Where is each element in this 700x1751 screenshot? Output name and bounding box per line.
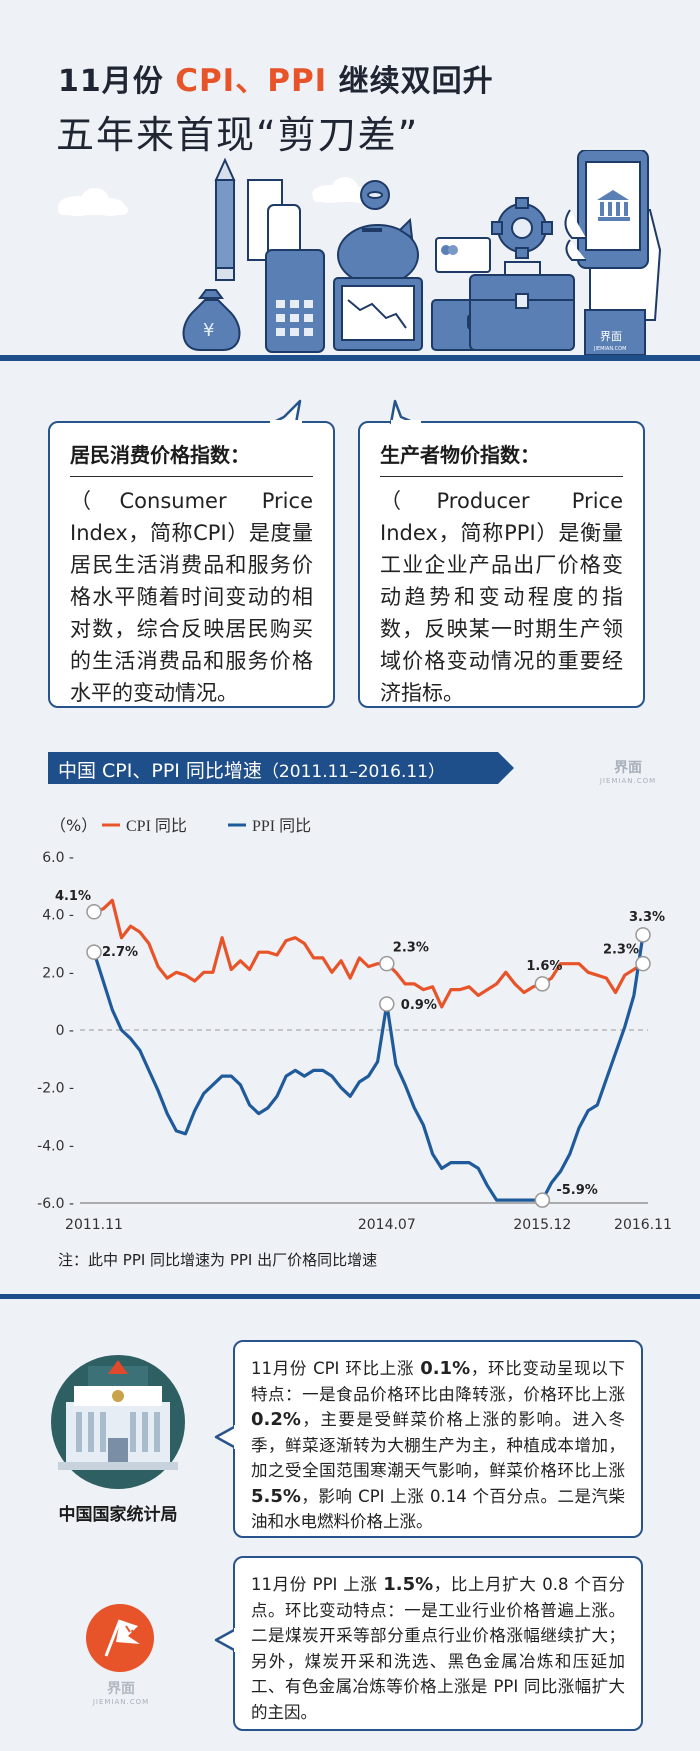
header-divider <box>0 355 700 361</box>
annotated-point-marker <box>635 927 651 943</box>
annotation-label: 2.3% <box>393 941 429 956</box>
rising-flag-icon <box>86 1604 154 1672</box>
agency-name: 中国国家统计局 <box>58 1505 178 1525</box>
legend-cpi-label: CPI 同比 <box>126 817 187 835</box>
headline-ppi: PPI <box>267 63 328 99</box>
statistics-bureau-building-icon <box>51 1355 185 1489</box>
annotation-label: -5.9% <box>556 1183 597 1198</box>
ppi-definition-text: （Producer Price Index，简称PPI）是衡量工业企业产品出厂价… <box>380 489 623 705</box>
ppi-info-text-1: 11月份 PPI 上涨 <box>251 1575 384 1594</box>
briefcase-icon <box>469 261 575 351</box>
cpi-info-veg: 5.5% <box>251 1485 301 1507</box>
annotated-point-marker <box>86 904 102 920</box>
sleeve-brand-en: JIEMIAN.COM <box>593 346 626 352</box>
headline-suffix: 继续双回升 <box>327 64 494 99</box>
chart-watermark-cn: 界面 <box>614 760 642 776</box>
headline-cpi: CPI <box>175 63 236 99</box>
headline-prefix: 11月份 <box>58 64 176 99</box>
cpi-box-tail <box>270 399 302 425</box>
chart-watermark: 界面 JIEMIAN.COM <box>598 757 658 785</box>
annotation-label: 2.3% <box>603 943 639 958</box>
chart-title-main: 中国 CPI、PPI 同比增速 <box>58 760 262 782</box>
sleeve-brand: 界面 <box>600 330 622 343</box>
chart-monitor-icon <box>333 277 423 351</box>
cpi-info-box: 11月份 CPI 环比上涨 0.1%，环比变动呈现以下特点：一是食品价格环比由降… <box>233 1340 643 1538</box>
hero-illustration: ¥ <box>58 150 662 356</box>
cpi-info-food: 0.2% <box>251 1409 301 1430</box>
y-axis-unit: （%） <box>50 816 97 835</box>
chart-title-banner <box>48 752 514 784</box>
x-tick-label: 2011.11 <box>65 1217 123 1233</box>
section-divider <box>0 1294 700 1299</box>
ppi-box-tail <box>389 399 421 425</box>
y-tick-label: 0 - <box>56 1023 74 1039</box>
piggy-bank-icon <box>337 180 419 286</box>
headline-line1: 11月份 CPI、PPI 继续双回升 <box>58 55 494 100</box>
annotated-point-marker <box>86 944 102 960</box>
cpi-info-mom: 0.1% <box>420 1358 471 1379</box>
legend-ppi-label: PPI 同比 <box>252 817 311 835</box>
bottom-watermark-cn: 界面 <box>107 1681 135 1697</box>
x-tick-label: 2015.12 <box>513 1217 571 1233</box>
yuan-symbol: ¥ <box>203 320 214 341</box>
cpi-definition-heading: 居民消费价格指数： <box>70 439 313 477</box>
y-tick-label: -2.0 - <box>37 1081 74 1097</box>
chart-title: 中国 CPI、PPI 同比增速（2011.11–2016.11） <box>58 756 445 783</box>
headline-line2: 五年来首现“剪刀差” <box>56 113 420 157</box>
bottom-watermark: 界面 JIEMIAN.COM <box>92 1678 150 1706</box>
annotation-label: 3.3% <box>629 910 665 925</box>
ppi-definition-heading: 生产者物价指数： <box>380 439 623 477</box>
annotated-point-marker <box>635 955 651 972</box>
cpi-definition-box: 居民消费价格指数： （Consumer Price Index，简称CPI）是度… <box>48 421 335 708</box>
y-tick-label: 2.0 - <box>42 965 74 981</box>
cloud-icon <box>58 188 128 216</box>
cpi-definition-text: （Consumer Price Index，简称CPI）是度量居民生活消费品和服… <box>70 489 313 705</box>
bank-icon <box>597 190 630 221</box>
annotated-point-marker <box>379 996 395 1012</box>
y-tick-label: 6.0 - <box>42 850 74 866</box>
y-tick-label: 4.0 - <box>42 908 74 924</box>
cpi-info-text-2: ，环比变动呈现以下特点：一是食品价格环比由降转涨，价格环比上涨 <box>251 1359 626 1404</box>
ppi-info-box: 11月份 PPI 上涨 1.5%，比上月扩大 0.8 个百分点。环比变动特点：一… <box>233 1556 643 1731</box>
credit-card-icon <box>435 237 491 273</box>
cpi-info-text-3: ，主要是受鲜菜价格上涨的影响。进入冬季，鲜菜逐渐转为大棚生产为主，种植成本增加，… <box>251 1410 625 1480</box>
ppi-definition-box: 生产者物价指数： （Producer Price Index，简称PPI）是衡量… <box>358 421 645 708</box>
pencil-icon <box>214 157 236 281</box>
annotation-label: 2.7% <box>102 945 138 960</box>
money-bag-icon: ¥ <box>182 289 241 351</box>
chart-title-range: （2011.11–2016.11） <box>261 762 446 782</box>
ppi-info-text-2: ，比上月扩大 0.8 个百分点。环比变动特点：一是工业行业价格普遍上涨。二是煤炭… <box>251 1575 626 1722</box>
x-tick-label: 2016.11 <box>614 1217 672 1233</box>
cpi-info-text-1: 11月份 CPI 环比上涨 <box>251 1359 421 1378</box>
headline-separator: 、 <box>235 63 268 99</box>
x-tick-label: 2014.07 <box>358 1217 416 1233</box>
cpi-info-tail <box>214 1424 238 1450</box>
gear-icon <box>491 197 553 259</box>
bottom-watermark-en: JIEMIAN.COM <box>92 1698 150 1706</box>
cpi-ppi-line-chart: （%） CPI 同比 PPI 同比 6.0 - 4.0 - 2.0 - 0 - -2.0… <box>37 816 672 1233</box>
chart-note: 注：此中 PPI 同比增速为 PPI 出厂价格同比增速 <box>58 1251 378 1269</box>
calculator-icon <box>247 179 325 353</box>
chart-watermark-en: JIEMIAN.COM <box>599 777 657 785</box>
hand-phone-icon: 界面 JIEMIAN.COM <box>564 150 662 356</box>
annotated-point-marker <box>534 1192 551 1208</box>
y-tick-label: -4.0 - <box>37 1138 74 1154</box>
ppi-info-rise: 1.5% <box>383 1574 434 1595</box>
ppi-info-tail <box>214 1627 238 1653</box>
annotation-label: 4.1% <box>55 889 91 904</box>
cpi-series-line <box>92 898 645 1009</box>
cpi-info-text-4: ，影响 CPI 上涨 0.14 个百分点。二是汽柴油和水电燃料价格上涨。 <box>251 1486 625 1532</box>
y-tick-label: -6.0 - <box>37 1196 74 1212</box>
legend: CPI 同比 PPI 同比 <box>102 817 311 835</box>
annotation-label: 0.9% <box>401 998 437 1013</box>
annotated-point-marker <box>534 976 551 992</box>
ppi-series-line <box>92 933 645 1202</box>
annotated-point-marker <box>379 955 395 972</box>
annotation-label: 1.6% <box>526 959 562 974</box>
